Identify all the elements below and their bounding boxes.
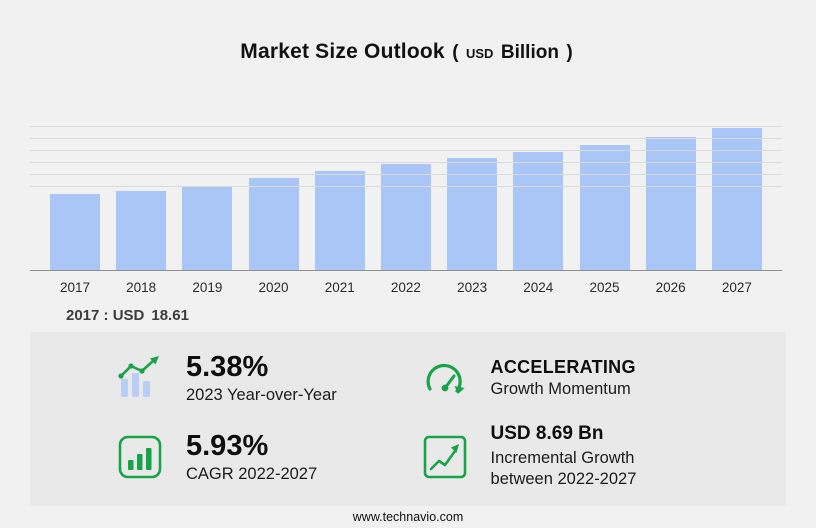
cagr-box-icon <box>114 434 166 480</box>
x-tick-2021: 2021 <box>324 280 355 295</box>
growth-chart-icon <box>419 434 471 480</box>
bar-2019 <box>182 186 233 270</box>
base-year-value: 18.61 <box>151 307 189 324</box>
base-year-annotation: 2017 : USD 18.61 <box>66 307 189 324</box>
stat-text: USD 8.69 Bn Incremental Growth between 2… <box>490 423 671 490</box>
title-main: Market Size Outlook <box>240 40 445 63</box>
gridline <box>30 150 782 151</box>
bar-2017 <box>50 194 100 270</box>
title-paren-close: ) <box>566 42 573 63</box>
stat-text: 5.38% 2023 Year-over-Year <box>186 350 337 406</box>
gridline <box>30 162 782 163</box>
bar-2026 <box>645 137 696 270</box>
x-tick-2018: 2018 <box>126 280 157 295</box>
yoy-growth-value: 5.38% <box>186 350 269 383</box>
x-tick-2023: 2023 <box>457 280 488 295</box>
bar-2018 <box>116 191 167 270</box>
bar-2020 <box>248 178 299 270</box>
speedometer-icon <box>419 358 471 398</box>
gridline <box>30 186 782 187</box>
stat-growth-momentum: ACCELERATING Growth Momentum <box>419 356 776 400</box>
title-currency: USD <box>466 46 494 61</box>
stat-text: ACCELERATING Growth Momentum <box>490 356 636 400</box>
momentum-value: ACCELERATING <box>490 356 636 377</box>
cagr-label: CAGR 2022-2027 <box>186 465 318 484</box>
incremental-growth-label: Incremental Growth between 2022-2027 <box>490 449 637 489</box>
x-tick-2017: 2017 <box>59 280 91 295</box>
bar-2027 <box>711 128 762 270</box>
bar-chart-trend-icon <box>114 355 166 401</box>
bars-layer <box>30 124 782 270</box>
bar-2021 <box>314 171 365 270</box>
x-tick-2027: 2027 <box>721 280 752 295</box>
page-title: Market Size Outlook ( USD Billion ) <box>0 40 816 64</box>
bar-2023 <box>447 158 498 270</box>
cagr-value: 5.93% <box>186 429 269 462</box>
bar-2025 <box>579 145 630 270</box>
x-axis-labels: 2017 2018 2019 2020 2021 2022 2023 2024 2025 2026… <box>30 280 782 295</box>
gridline <box>30 126 782 127</box>
gridline <box>30 174 782 175</box>
x-tick-2020: 2020 <box>258 280 289 295</box>
x-tick-2025: 2025 <box>589 280 620 295</box>
x-tick-2026: 2026 <box>655 280 686 295</box>
x-tick-2022: 2022 <box>390 280 421 295</box>
base-year-label: 2017 : USD <box>66 307 145 324</box>
bar-2022 <box>380 164 431 270</box>
x-tick-2024: 2024 <box>523 280 554 295</box>
stat-cagr: 5.93% CAGR 2022-2027 <box>114 429 419 485</box>
x-tick-2019: 2019 <box>192 280 223 295</box>
gridline <box>30 138 782 139</box>
incremental-growth-value: USD 8.69 Bn <box>490 423 604 445</box>
stats-panel: 5.38% 2023 Year-over-Year ACCELERATING G… <box>30 332 786 506</box>
title-paren-open: ( <box>452 42 459 63</box>
yoy-growth-label: 2023 Year-over-Year <box>186 386 337 405</box>
momentum-label: Growth Momentum <box>490 380 631 399</box>
title-unit: Billion <box>500 42 559 63</box>
market-size-bar-chart: 2017 2018 2019 2020 2021 2022 2023 2024 2025 2026… <box>30 124 782 295</box>
stat-text: 5.93% CAGR 2022-2027 <box>186 429 318 485</box>
website-url: www.technavio.com <box>352 510 464 524</box>
bar-2024 <box>513 152 564 270</box>
stat-incremental-growth: USD 8.69 Bn Incremental Growth between 2… <box>419 423 776 490</box>
grid-layer <box>30 124 782 271</box>
stat-yoy-growth: 5.38% 2023 Year-over-Year <box>114 350 419 406</box>
